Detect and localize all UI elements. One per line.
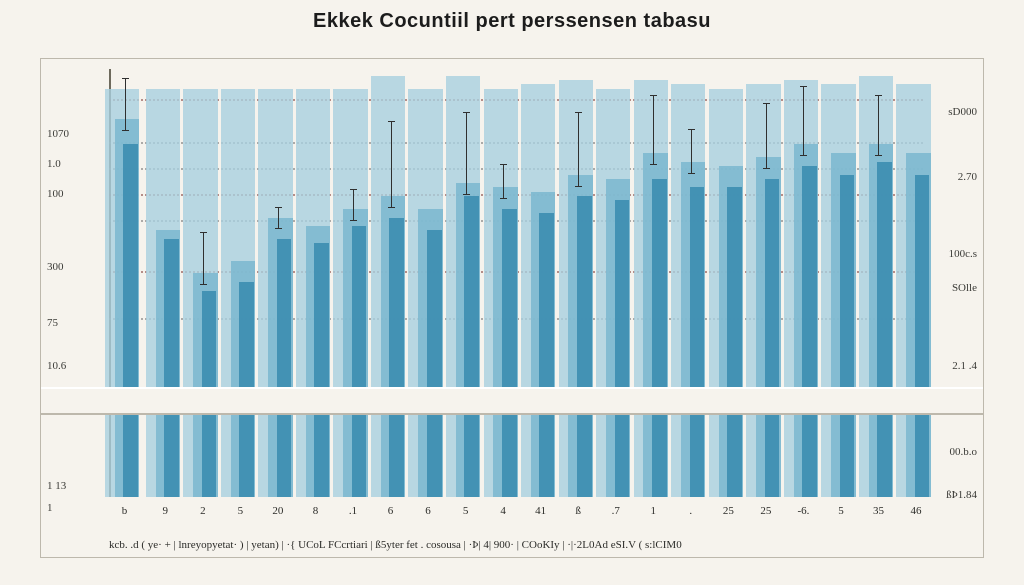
error-bar <box>125 78 126 131</box>
x-tick-label: 9 <box>163 505 169 517</box>
y-left-tick-label: 1.0 <box>47 158 61 170</box>
x-tick-label: 35 <box>873 505 884 517</box>
error-bar <box>391 121 392 208</box>
x-tick-label: 5 <box>463 505 469 517</box>
x-tick-label: 8 <box>313 505 319 517</box>
x-tick-label: . <box>689 505 692 517</box>
error-bars-layer <box>109 69 923 497</box>
error-bar <box>878 95 879 157</box>
x-tick-label: -6. <box>797 505 809 517</box>
x-tick-label: 46 <box>911 505 922 517</box>
error-bar <box>353 189 354 221</box>
error-bar <box>691 129 692 173</box>
x-tick-label: 2 <box>200 505 206 517</box>
y-right-tick-label: sD000 <box>948 106 977 118</box>
x-tick-label: 1 <box>651 505 657 517</box>
x-tick-label: 25 <box>760 505 771 517</box>
y-right-tick-label: 2.1 .4 <box>952 360 977 372</box>
error-bar <box>203 232 204 285</box>
x-tick-label: b <box>122 505 128 517</box>
error-bar <box>278 207 279 230</box>
y-left-tick-label: 300 <box>47 261 64 273</box>
error-bar <box>653 95 654 165</box>
x-tick-label: 6 <box>425 505 431 517</box>
x-tick-label: 41 <box>535 505 546 517</box>
y-left-tick-label: 1070 <box>47 128 69 140</box>
x-tick-label: 4 <box>500 505 506 517</box>
x-tick-label: 5 <box>238 505 244 517</box>
x-tick-label: ß <box>575 505 581 517</box>
error-bar <box>503 164 504 200</box>
plot-area <box>109 69 923 497</box>
x-tick-label: .1 <box>349 505 357 517</box>
y-right-tick-label: ßÞ1.84 <box>946 489 977 501</box>
y-left-tick-label: 75 <box>47 317 58 329</box>
y-right-tick-label: 2.70 <box>958 171 977 183</box>
error-bar <box>466 112 467 195</box>
y-left-tick-label: 100 <box>47 188 64 200</box>
error-bar <box>766 103 767 169</box>
legend-footer: kcb. .d ( ye· + | lnreyopyetat· ) | yeta… <box>109 539 923 551</box>
y-right-tick-label: SOlle <box>952 282 977 294</box>
chart-frame: kcb. .d ( ye· + | lnreyopyetat· ) | yeta… <box>40 58 984 558</box>
y-right-tick-label: 00.b.o <box>950 446 978 458</box>
y-right-tick-label: 100c.s <box>949 248 977 260</box>
error-bar <box>803 86 804 156</box>
chart-title: Ekkek Cocuntiil pert perssensen tabasu <box>0 10 1024 33</box>
y-left-tick-label: 1 13 <box>47 480 66 492</box>
y-left-tick-label: 10.6 <box>47 360 66 372</box>
x-tick-label: 6 <box>388 505 394 517</box>
x-tick-label: 20 <box>272 505 283 517</box>
x-tick-label: 25 <box>723 505 734 517</box>
x-tick-label: 5 <box>838 505 844 517</box>
y-left-tick-label: 1 <box>47 502 53 514</box>
error-bar <box>578 112 579 187</box>
x-tick-label: .7 <box>612 505 620 517</box>
